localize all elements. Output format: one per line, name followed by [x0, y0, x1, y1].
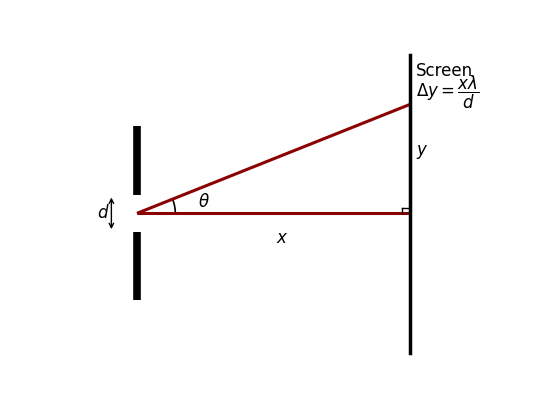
- Text: θ: θ: [199, 194, 210, 211]
- Text: y: y: [416, 141, 426, 159]
- Text: $\Delta y = \dfrac{x\lambda}{d}$: $\Delta y = \dfrac{x\lambda}{d}$: [416, 74, 480, 111]
- Text: x: x: [277, 229, 287, 247]
- Text: d: d: [97, 204, 107, 222]
- Text: Screen: Screen: [416, 63, 473, 80]
